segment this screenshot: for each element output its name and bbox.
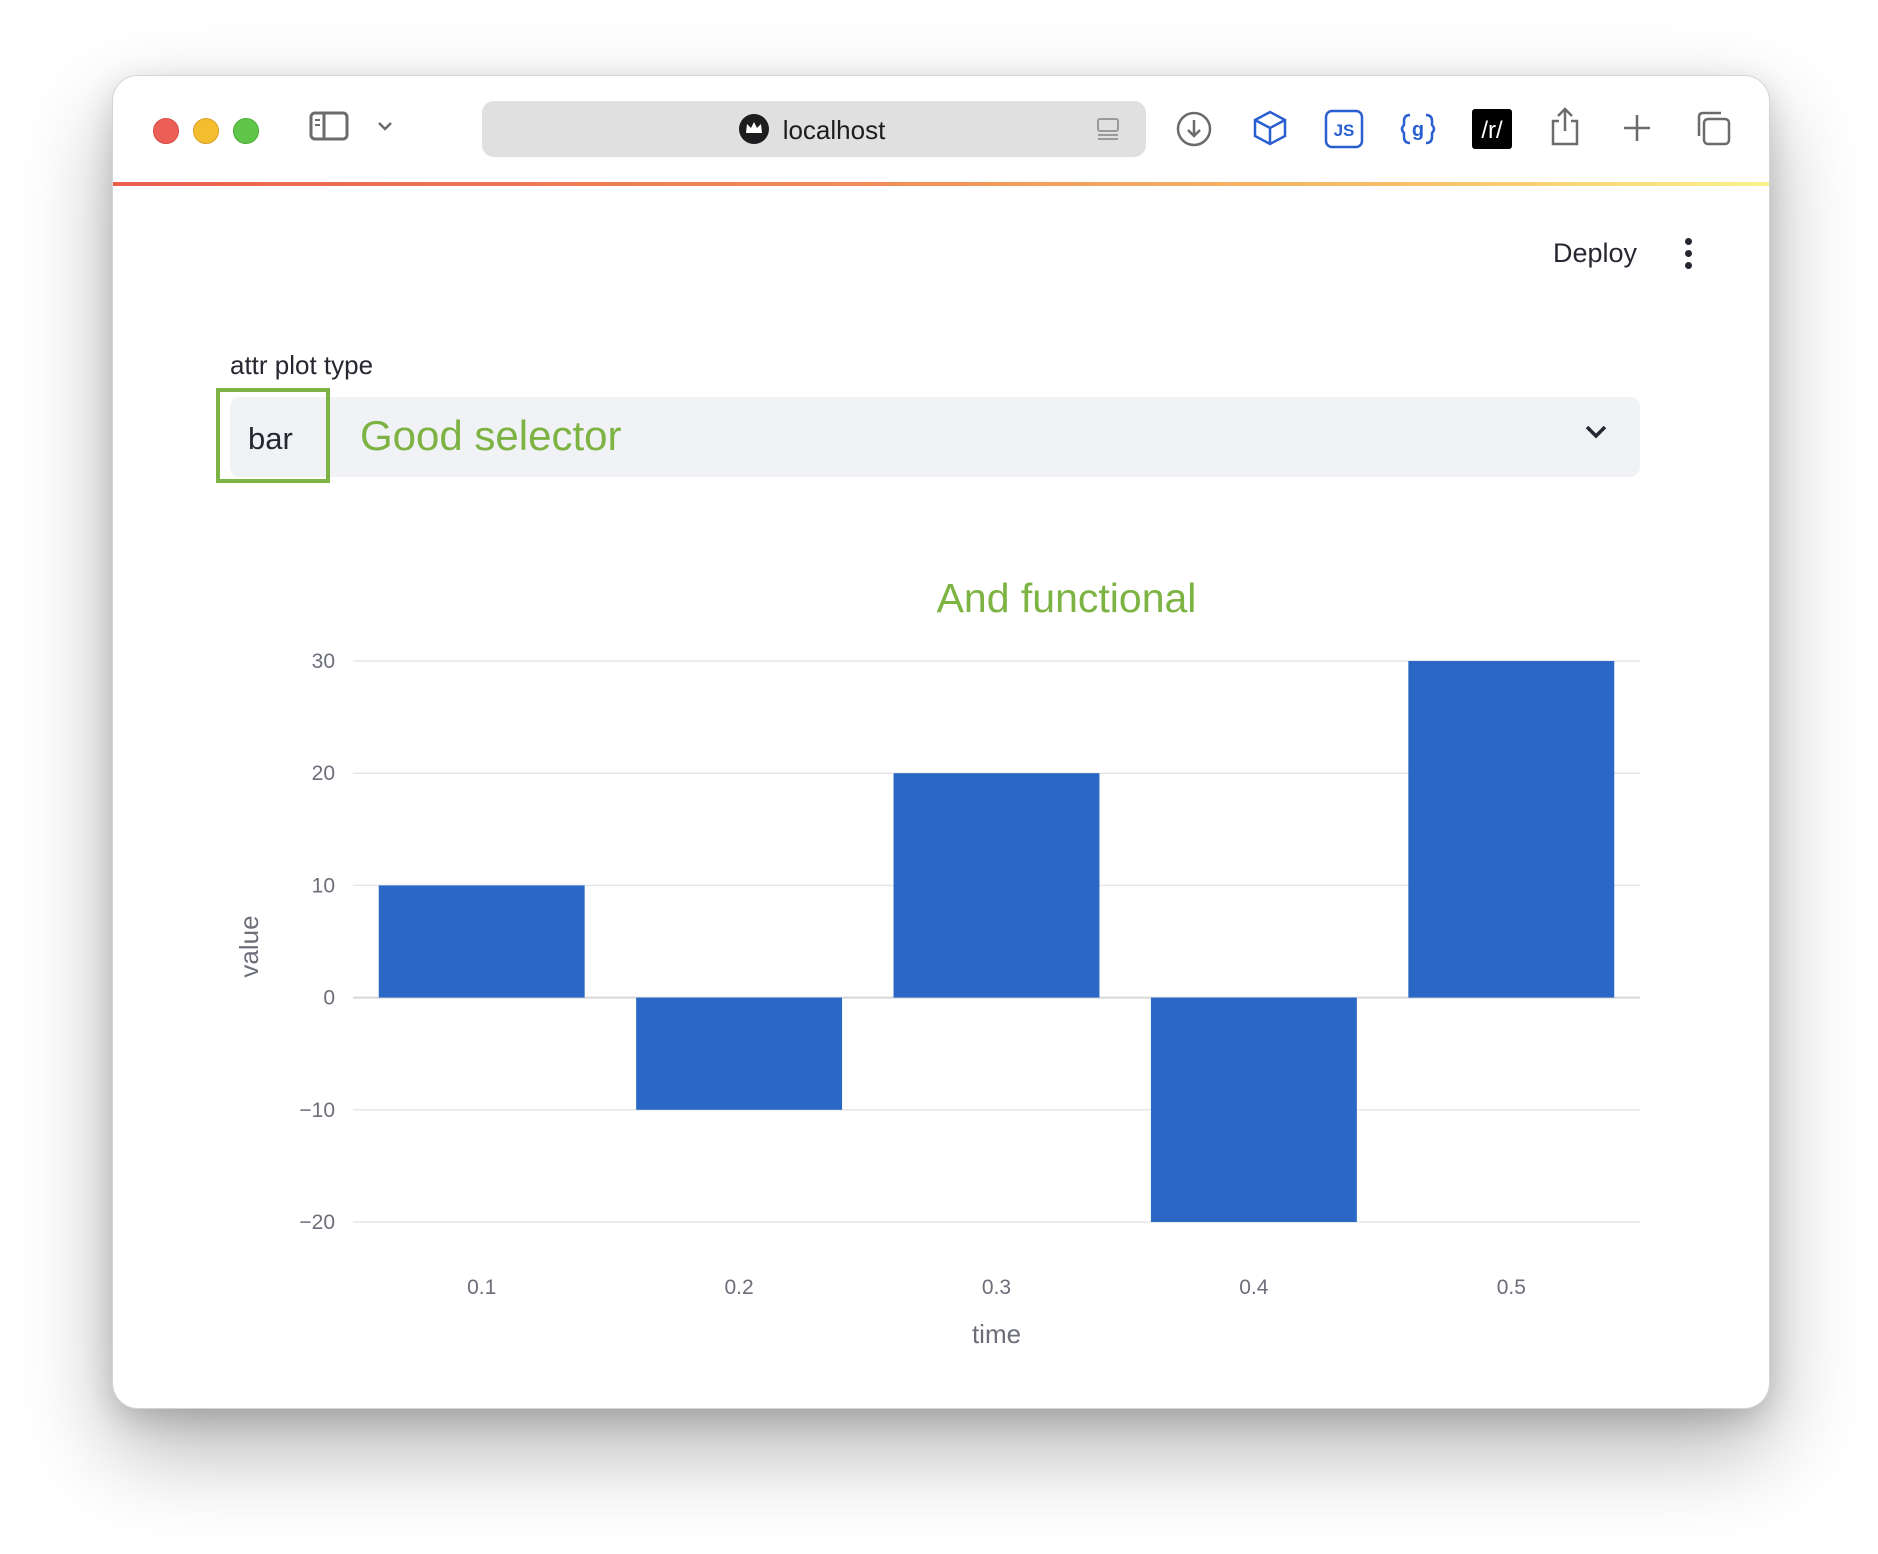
js-extension-icon[interactable]: JS — [1323, 108, 1365, 150]
g-extension-icon[interactable]: g — [1397, 108, 1439, 150]
address-bar[interactable]: localhost — [482, 101, 1146, 157]
y-tick-label: −20 — [299, 1211, 335, 1234]
deploy-button[interactable]: Deploy — [1553, 238, 1638, 268]
new-tab-icon[interactable] — [1619, 110, 1655, 146]
selector-annotation: Good selector — [360, 412, 622, 459]
browser-window: localhost JS g /r/ Deploy — [112, 75, 1770, 1409]
bar — [893, 773, 1100, 998]
page-load-progress-bar — [113, 182, 1769, 186]
chevron-down-icon[interactable] — [375, 116, 395, 136]
bar — [1408, 661, 1615, 998]
site-crown-icon — [738, 113, 770, 145]
kebab-menu-icon[interactable] — [1683, 238, 1693, 272]
y-tick-label: 20 — [312, 762, 335, 785]
tab-overview-icon[interactable] — [1693, 108, 1733, 148]
bar-chart: And functional 30 20 10 0 −10 −20 0.1 0.2 0.3 0.4 0… — [234, 575, 1640, 1349]
regex-extension-icon[interactable]: /r/ — [1471, 108, 1513, 150]
address-text: localhost — [782, 115, 886, 145]
svg-text:JS: JS — [1334, 121, 1355, 140]
share-icon[interactable] — [1545, 104, 1585, 148]
browser-toolbar: localhost JS g /r/ — [113, 76, 1769, 182]
chart-title: And functional — [937, 575, 1197, 621]
x-tick-label: 0.5 — [1497, 1276, 1526, 1299]
reader-mode-icon[interactable] — [1094, 115, 1122, 143]
x-tick-label: 0.4 — [1239, 1276, 1269, 1299]
svg-text:/r/: /r/ — [1481, 117, 1503, 144]
bar — [636, 997, 843, 1110]
selected-value-highlight — [216, 388, 330, 483]
maximize-window-button[interactable] — [233, 118, 259, 144]
bar — [1150, 997, 1357, 1222]
y-tick-label: 30 — [312, 650, 335, 673]
close-window-button[interactable] — [153, 118, 179, 144]
x-tick-label: 0.3 — [982, 1276, 1011, 1299]
svg-text:g: g — [1412, 119, 1424, 141]
sidebar-toggle-icon[interactable] — [309, 110, 349, 142]
x-tick-label: 0.2 — [724, 1276, 753, 1299]
y-tick-label: 0 — [323, 987, 335, 1010]
y-tick-label: −10 — [299, 1099, 335, 1122]
y-axis-label: value — [234, 915, 264, 977]
selected-value: bar — [248, 421, 293, 456]
x-tick-label: 0.1 — [467, 1276, 496, 1299]
y-tick-label: 10 — [312, 874, 335, 897]
select-chevron-down-icon[interactable] — [1583, 423, 1609, 446]
selector-label: attr plot type — [230, 350, 374, 380]
bar — [378, 885, 585, 998]
minimize-window-button[interactable] — [193, 118, 219, 144]
plot-type-select[interactable] — [230, 397, 1640, 477]
box-extension-icon[interactable] — [1249, 107, 1291, 149]
x-axis-label: time — [972, 1319, 1021, 1349]
download-icon[interactable] — [1174, 109, 1214, 149]
